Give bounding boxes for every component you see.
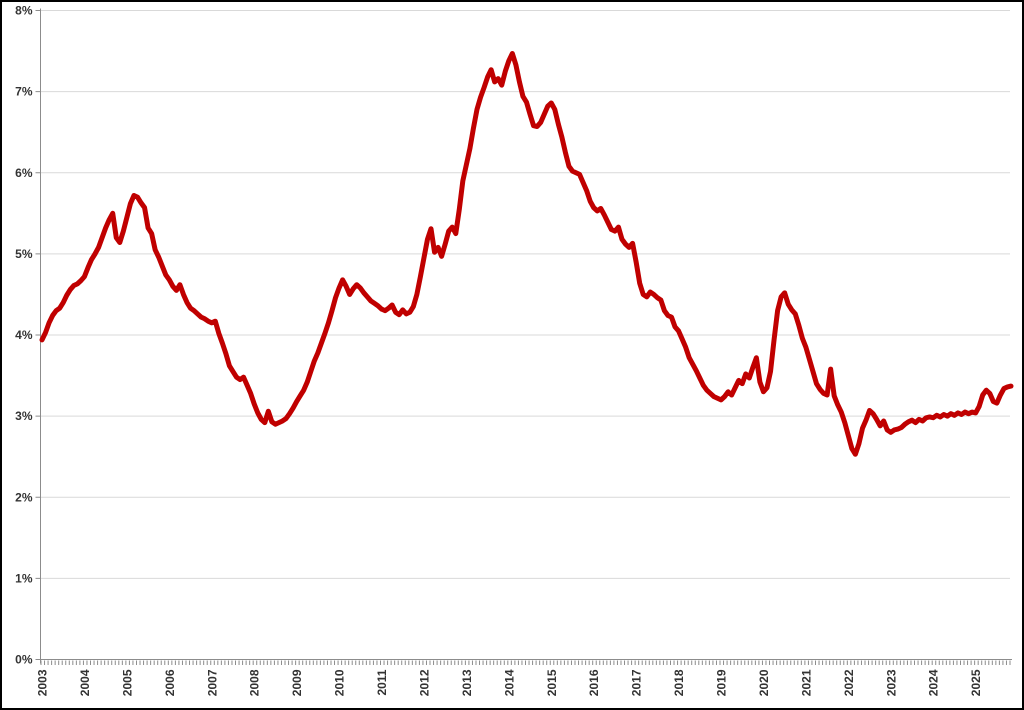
x-axis-year-label: 2022	[842, 669, 856, 696]
x-axis-year-label: 2011	[375, 669, 389, 695]
x-axis-year-label: 2006	[163, 669, 177, 696]
x-axis-year-label: 2004	[78, 669, 92, 696]
y-axis-label: 6%	[15, 166, 33, 180]
x-axis-year-label: 2007	[205, 669, 219, 696]
x-axis-year-label: 2021	[799, 669, 813, 696]
y-axis-label: 2%	[15, 490, 33, 504]
y-axis: 0% 1% 2% 3% 4% 5% 6% 7% 8%	[15, 4, 41, 667]
y-axis-label: 4%	[15, 328, 33, 342]
x-axis-year-label: 2024	[927, 669, 941, 696]
x-axis-year-label: 2020	[757, 669, 771, 696]
x-axis-year-label: 2017	[630, 669, 644, 696]
x-axis-year-label: 2016	[587, 669, 601, 696]
y-axis-label: 0%	[15, 653, 33, 667]
unemployment-rate-line	[39, 51, 1014, 457]
x-axis-year-label: 2013	[460, 669, 474, 696]
y-axis-label: 7%	[15, 85, 33, 99]
x-axis-year-label: 2009	[290, 669, 304, 696]
axes	[40, 8, 1012, 664]
x-axis-year-label: 2025	[969, 669, 983, 696]
x-axis-year-label: 2012	[417, 669, 431, 696]
x-axis-year-label: 2005	[120, 669, 134, 696]
y-axis-label: 5%	[15, 247, 33, 261]
x-axis-year-label: 2019	[715, 669, 729, 696]
x-axis-year-label: 2018	[672, 669, 686, 696]
x-axis-year-label: 2015	[545, 669, 559, 696]
x-axis-year-label: 2023	[884, 669, 898, 696]
gridlines	[40, 10, 1010, 579]
x-axis-year-label: 2010	[333, 669, 347, 696]
x-axis-year-labels: 2003 2004 2005 2006 2007 2008 2009 2010 2011 2012…	[36, 669, 984, 696]
x-axis-year-label: 2008	[248, 669, 262, 696]
y-axis-label: 3%	[15, 409, 33, 423]
y-axis-label: 8%	[15, 4, 33, 18]
y-axis-label: 1%	[15, 571, 33, 585]
x-axis-year-label: 2014	[502, 669, 516, 696]
x-axis-year-label: 2003	[36, 669, 50, 696]
x-axis-month-ticks	[40, 660, 1011, 665]
